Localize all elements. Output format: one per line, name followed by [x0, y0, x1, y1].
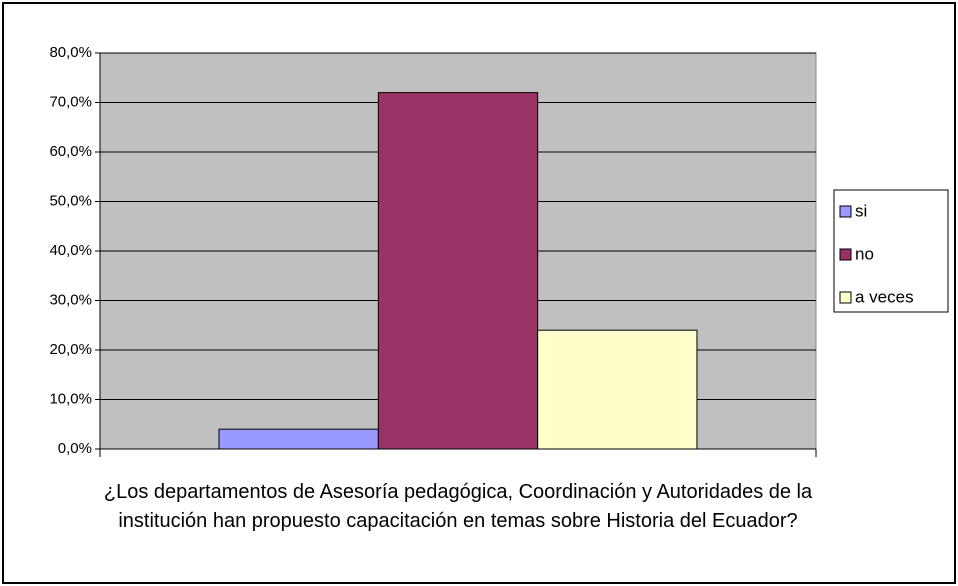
y-tick-label: 70,0%	[49, 93, 92, 110]
legend-label: no	[855, 244, 874, 263]
y-tick-label: 40,0%	[49, 242, 92, 259]
legend-swatch	[839, 291, 852, 304]
bar	[377, 92, 539, 450]
y-tick-label: 0,0%	[58, 440, 92, 457]
y-tick-label: 50,0%	[49, 192, 92, 209]
y-tick-label: 20,0%	[49, 341, 92, 358]
legend-swatch	[839, 248, 852, 261]
y-tick-label: 80,0%	[49, 44, 92, 61]
legend-label: si	[855, 201, 867, 220]
bar	[537, 329, 698, 450]
legend-swatch	[839, 205, 852, 218]
y-tick-label: 60,0%	[49, 143, 92, 160]
y-tick-label: 10,0%	[49, 390, 92, 407]
y-tick-label: 30,0%	[49, 291, 92, 308]
bar	[218, 428, 379, 450]
x-category-label: ¿Los departamentos de Asesoría pedagógic…	[103, 481, 813, 532]
legend-label: a veces	[855, 287, 914, 306]
legend-box	[833, 189, 949, 313]
